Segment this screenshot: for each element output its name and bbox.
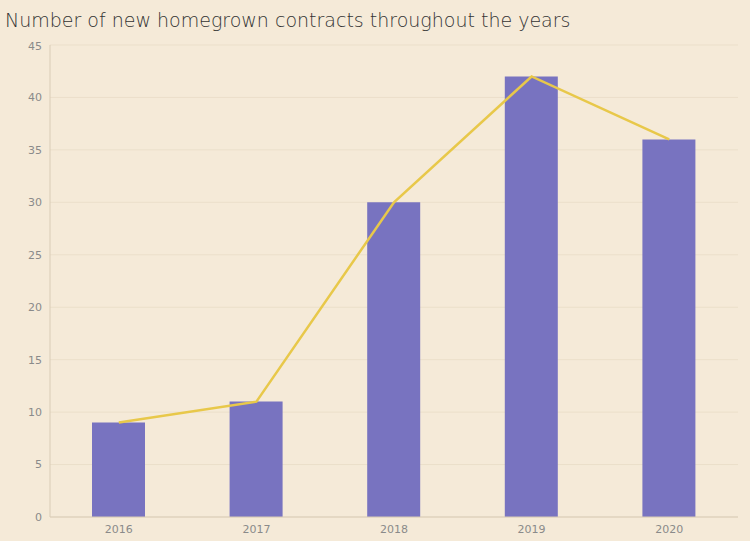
- svg-text:2016: 2016: [105, 523, 133, 536]
- svg-text:2020: 2020: [655, 523, 683, 536]
- svg-text:2018: 2018: [380, 523, 408, 536]
- svg-text:5: 5: [35, 458, 42, 471]
- html-text:Number of new homegrown contra: Number of new homegrown contracts throug…: [5, 9, 571, 31]
- svg-text:20: 20: [28, 301, 42, 314]
- svg-text:25: 25: [28, 249, 42, 262]
- svg-text:40: 40: [28, 91, 42, 104]
- svg-text:2017: 2017: [242, 523, 270, 536]
- svg-text:45: 45: [28, 40, 42, 53]
- svg-text:30: 30: [28, 196, 42, 209]
- svg-text:35: 35: [28, 144, 42, 157]
- svg-text:0: 0: [35, 511, 42, 524]
- svg-text:15: 15: [28, 354, 42, 367]
- svg-text:2019: 2019: [518, 523, 546, 536]
- svg-text:10: 10: [28, 406, 42, 419]
